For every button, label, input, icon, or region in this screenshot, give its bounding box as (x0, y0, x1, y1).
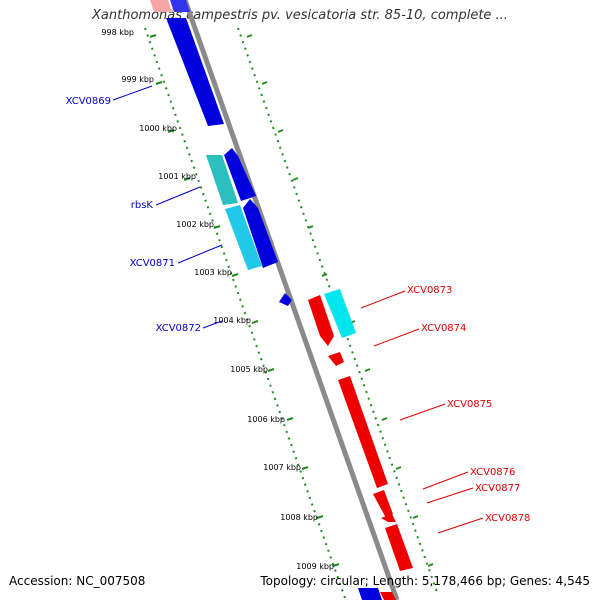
gene-forward-1001[interactable] (224, 148, 256, 201)
gene-partial-bottom-red[interactable] (380, 592, 396, 600)
scale-label-1009: 1009 kbp (296, 562, 334, 571)
gene-partial-bottom[interactable] (358, 588, 382, 600)
gene-label-xcv0878[interactable]: XCV0878 (485, 513, 530, 524)
scale-label-1001: 1001 kbp (158, 172, 196, 181)
accession-text: Accession: NC_007508 (9, 574, 146, 588)
gene-label-xcv0869[interactable]: XCV0869 (66, 96, 111, 107)
left-major-ticks (149, 34, 340, 567)
scale-label-1006: 1006 kbp (247, 415, 285, 424)
gene-small-red[interactable] (328, 352, 344, 366)
scale-label-1003: 1003 kbp (194, 268, 232, 277)
scale-label-1000: 1000 kbp (139, 124, 177, 133)
gene-partial-top[interactable] (170, 0, 190, 12)
gene-label-xcv0871[interactable]: XCV0871 (130, 258, 175, 269)
gene-xcv0878[interactable] (385, 524, 413, 571)
gene-xcv0876[interactable] (373, 490, 393, 518)
gene-xcv0875[interactable] (338, 376, 388, 488)
reverse-label-leaders (360, 290, 484, 534)
genome-title: Xanthomonas campestris pv. vesicatoria s… (92, 8, 508, 23)
gene-label-xcv0877[interactable]: XCV0877 (475, 483, 520, 494)
scale-label-1007: 1007 kbp (263, 463, 301, 472)
gene-forward-1002[interactable] (243, 199, 278, 268)
scale-label-1002: 1002 kbp (176, 220, 214, 229)
gene-xcv0874[interactable] (324, 289, 356, 338)
scale-label-1008: 1008 kbp (280, 513, 318, 522)
gene-label-xcv0872[interactable]: XCV0872 (156, 323, 201, 334)
scale-label-998: 998 kbp (101, 28, 134, 37)
gene-xcv0873[interactable] (308, 295, 334, 346)
gene-label-xcv0873[interactable]: XCV0873 (407, 285, 452, 296)
left-tick-track (144, 27, 346, 599)
scale-label-1005: 1005 kbp (230, 365, 268, 374)
forward-label-leaders (112, 85, 223, 329)
gene-xcv0871[interactable] (225, 205, 262, 270)
right-major-ticks (246, 34, 434, 567)
gene-label-xcv0875[interactable]: XCV0875 (447, 399, 492, 410)
gene-xcv0877[interactable] (381, 514, 396, 522)
topology-text: Topology: circular; Length: 5,178,466 bp… (260, 574, 590, 588)
right-tick-track (237, 27, 438, 593)
scale-label-1004: 1004 kbp (213, 316, 251, 325)
gene-xcv0872[interactable] (279, 293, 292, 306)
gene-label-xcv0876[interactable]: XCV0876 (470, 467, 515, 478)
gene-partial-top-pink[interactable] (150, 0, 172, 12)
gene-label-rbsk[interactable]: rbsK (131, 200, 154, 211)
gene-xcv0869[interactable] (166, 18, 224, 126)
gene-rbsk[interactable] (206, 155, 238, 205)
scale-label-999: 999 kbp (121, 75, 154, 84)
gene-label-xcv0874[interactable]: XCV0874 (421, 323, 466, 334)
